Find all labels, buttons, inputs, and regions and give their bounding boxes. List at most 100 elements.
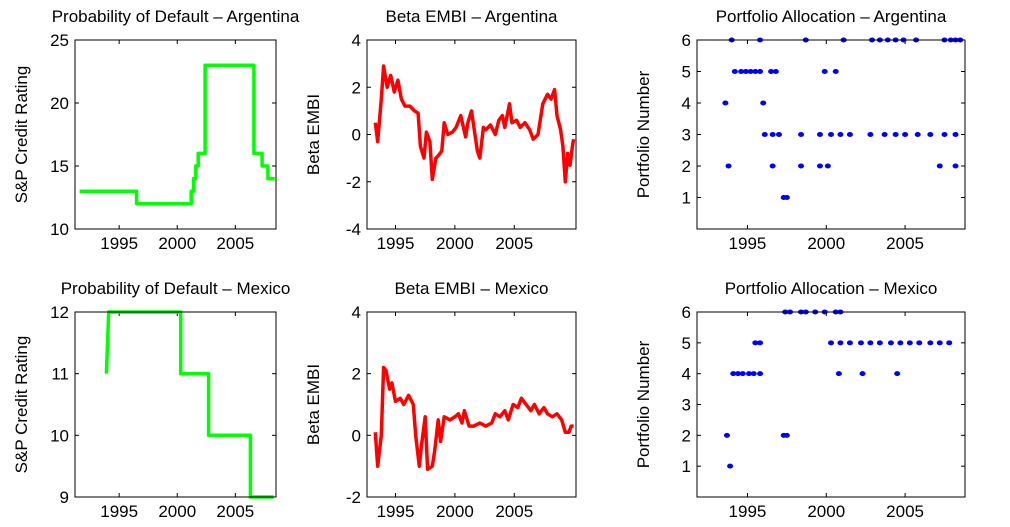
data-point bbox=[768, 69, 775, 74]
data-point bbox=[828, 340, 834, 346]
data-point bbox=[769, 163, 776, 169]
data-point bbox=[892, 132, 899, 137]
data-point bbox=[757, 371, 764, 377]
y-tick-label: 10 bbox=[50, 220, 69, 239]
data-point bbox=[916, 340, 923, 346]
x-tick-label: 1995 bbox=[377, 234, 415, 253]
y-tick-label: 25 bbox=[50, 31, 69, 50]
y-tick-label: 3 bbox=[682, 396, 691, 415]
x-tick-label: 2005 bbox=[886, 502, 924, 521]
y-tick-label: -2 bbox=[346, 488, 361, 507]
data-point bbox=[881, 132, 888, 137]
x-tick-label: 2000 bbox=[807, 234, 845, 253]
y-tick-label: 5 bbox=[682, 334, 691, 353]
data-point bbox=[859, 371, 866, 377]
data-point bbox=[734, 371, 741, 377]
panel-title: Portfolio Allocation – Argentina bbox=[716, 7, 947, 26]
data-point bbox=[927, 340, 934, 346]
y-tick-label: 4 bbox=[682, 94, 691, 113]
data-point bbox=[752, 340, 759, 346]
x-tick-label: 2000 bbox=[436, 502, 474, 521]
data-point bbox=[750, 371, 757, 377]
y-tick-label: 11 bbox=[51, 365, 69, 384]
x-tick-label: 1995 bbox=[100, 502, 138, 521]
data-point bbox=[897, 340, 904, 346]
axes-box bbox=[696, 39, 966, 230]
data-point bbox=[746, 371, 753, 377]
data-line bbox=[373, 365, 574, 472]
axes-box bbox=[366, 39, 577, 230]
y-tick-label: 0 bbox=[352, 426, 361, 445]
data-point bbox=[816, 163, 823, 169]
panel-title: Probability of Default – Mexico bbox=[61, 279, 291, 298]
data-point bbox=[783, 195, 790, 200]
data-point bbox=[727, 463, 734, 469]
data-point bbox=[914, 132, 921, 137]
data-point bbox=[846, 340, 853, 346]
y-tick-label: 2 bbox=[352, 78, 361, 97]
x-tick-label: 2000 bbox=[807, 502, 845, 521]
x-tick-label: 1995 bbox=[729, 234, 767, 253]
y-tick-label: 2 bbox=[682, 426, 691, 445]
y-tick-label: 2 bbox=[352, 365, 361, 384]
y-axis-label: Portfolio Number bbox=[634, 70, 653, 198]
y-axis-label: Beta EMBI bbox=[304, 364, 323, 445]
x-tick-label: 2000 bbox=[158, 234, 196, 253]
data-point bbox=[738, 69, 745, 74]
data-point bbox=[816, 132, 823, 137]
data-point bbox=[798, 163, 805, 169]
data-point bbox=[832, 69, 839, 74]
x-tick-label: 2000 bbox=[158, 502, 196, 521]
y-tick-label: 6 bbox=[682, 31, 691, 50]
y-tick-label: 20 bbox=[50, 94, 69, 113]
data-point bbox=[798, 132, 805, 137]
y-tick-label: 2 bbox=[682, 157, 691, 176]
panel-title: Portfolio Allocation – Mexico bbox=[725, 279, 938, 298]
data-point bbox=[941, 132, 948, 137]
axes-box bbox=[74, 311, 277, 498]
data-line bbox=[373, 64, 576, 184]
data-point bbox=[783, 432, 790, 438]
x-tick-label: 2005 bbox=[216, 502, 254, 521]
data-point bbox=[723, 432, 730, 438]
y-tick-label: 4 bbox=[682, 365, 691, 384]
x-tick-label: 1995 bbox=[100, 234, 138, 253]
y-tick-label: 5 bbox=[682, 63, 691, 82]
data-point bbox=[775, 132, 782, 137]
data-line bbox=[104, 310, 274, 499]
y-tick-label: 1 bbox=[682, 457, 691, 476]
axes-box bbox=[366, 311, 577, 498]
panel-title: Probability of Default – Argentina bbox=[52, 7, 300, 26]
data-point bbox=[757, 340, 764, 346]
data-point bbox=[760, 100, 767, 106]
data-point bbox=[824, 163, 831, 169]
data-point bbox=[936, 163, 943, 169]
x-tick-label: 2005 bbox=[495, 502, 533, 521]
y-tick-label: -4 bbox=[346, 220, 361, 239]
data-point bbox=[742, 69, 749, 74]
data-point bbox=[722, 100, 729, 106]
data-point bbox=[952, 132, 959, 137]
data-point bbox=[731, 69, 738, 74]
data-point bbox=[761, 132, 768, 137]
data-point bbox=[927, 132, 934, 137]
x-tick-label: 2005 bbox=[216, 234, 254, 253]
data-point bbox=[876, 340, 883, 346]
y-tick-label: 12 bbox=[50, 303, 69, 322]
y-tick-label: 6 bbox=[682, 303, 691, 322]
data-point bbox=[887, 340, 894, 346]
y-axis-label: Portfolio Number bbox=[634, 340, 653, 468]
data-point bbox=[772, 69, 779, 74]
axes-box bbox=[74, 39, 277, 230]
data-point bbox=[828, 132, 834, 137]
y-axis-label: S&P Credit Rating bbox=[12, 66, 31, 204]
data-point bbox=[902, 132, 909, 137]
x-tick-label: 2000 bbox=[436, 234, 474, 253]
data-point bbox=[894, 371, 901, 377]
data-point bbox=[857, 340, 864, 346]
data-point bbox=[757, 69, 764, 74]
y-tick-label: -2 bbox=[346, 173, 361, 192]
data-point bbox=[769, 132, 776, 137]
data-line bbox=[79, 63, 275, 206]
